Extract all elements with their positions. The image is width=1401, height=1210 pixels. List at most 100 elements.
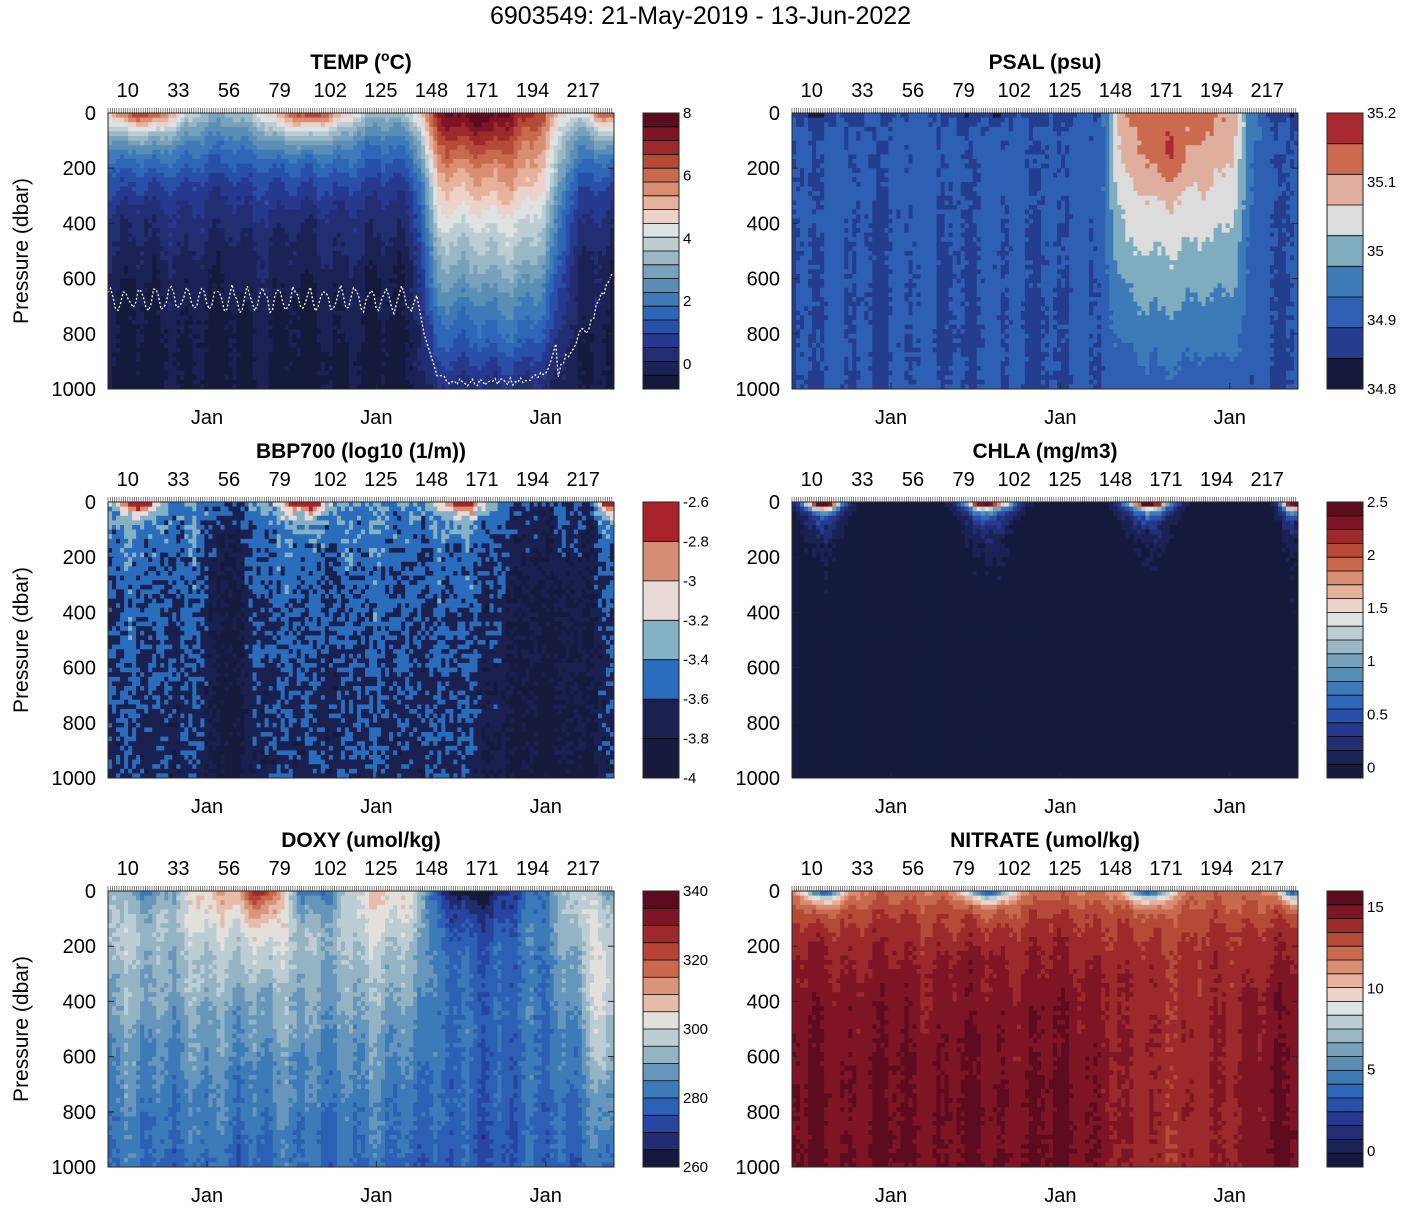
heatmap-cell	[300, 200, 306, 206]
heatmap-cell	[324, 159, 330, 165]
heatmap-cell	[312, 269, 318, 275]
heatmap-cell	[328, 384, 334, 389]
heatmap-cell	[244, 200, 250, 206]
heatmap-cell	[256, 237, 262, 243]
heatmap-cell	[112, 241, 117, 247]
heatmap-cell	[204, 223, 209, 229]
heatmap-cell	[276, 232, 282, 238]
heatmap-cell	[240, 237, 246, 243]
heatmap-cell	[409, 347, 414, 353]
heatmap-cell	[296, 159, 302, 165]
heatmap-cell	[220, 237, 226, 243]
heatmap-cell	[200, 117, 205, 123]
heatmap-cell	[252, 117, 258, 123]
heatmap-cell	[292, 338, 298, 344]
heatmap-cell	[365, 361, 370, 367]
heatmap-cell	[232, 154, 238, 160]
heatmap-cell	[365, 301, 370, 307]
heatmap-cell	[389, 324, 394, 330]
heatmap-cell	[328, 297, 334, 303]
heatmap-cell	[361, 232, 366, 238]
heatmap-cell	[124, 366, 129, 372]
heatmap-cell	[196, 297, 201, 303]
heatmap-cell	[108, 117, 113, 123]
heatmap-cell	[409, 379, 414, 385]
heatmap-cell	[405, 301, 410, 307]
heatmap-cell	[433, 218, 438, 224]
heatmap-cell	[276, 269, 282, 275]
heatmap-cell	[140, 310, 145, 316]
heatmap-cell	[216, 274, 222, 280]
heatmap-cell	[184, 338, 189, 344]
heatmap-cell	[208, 310, 214, 316]
heatmap-cell	[373, 163, 378, 169]
heatmap-cell	[160, 228, 165, 234]
heatmap-cell	[344, 241, 350, 247]
heatmap-cell	[385, 186, 390, 192]
heatmap-cell	[401, 228, 406, 234]
heatmap-cell	[224, 379, 230, 385]
heatmap-cell	[417, 205, 422, 211]
heatmap-cell	[304, 283, 310, 289]
heatmap-cell	[192, 205, 197, 211]
heatmap-cell	[184, 375, 189, 381]
heatmap-cell	[320, 292, 326, 298]
heatmap-cell	[288, 136, 294, 142]
heatmap-cell	[176, 122, 181, 128]
heatmap-cell	[272, 214, 278, 220]
heatmap-cell	[240, 140, 246, 146]
heatmap-cell	[240, 255, 246, 261]
heatmap-cell	[356, 241, 362, 247]
heatmap-cell	[272, 140, 278, 146]
heatmap-cell	[264, 343, 270, 349]
heatmap-cell	[152, 306, 157, 312]
heatmap-cell	[176, 223, 181, 229]
heatmap-cell	[252, 191, 258, 197]
heatmap-cell	[208, 324, 214, 330]
heatmap-cell	[433, 200, 438, 206]
heatmap-cell	[401, 306, 406, 312]
heatmap-cell	[385, 320, 390, 326]
heatmap-cell	[256, 292, 262, 298]
heatmap-cell	[224, 269, 230, 275]
heatmap-cell	[393, 131, 398, 137]
heatmap-cell	[417, 384, 422, 389]
heatmap-cell	[180, 329, 185, 335]
heatmap-cell	[152, 255, 157, 261]
heatmap-cell	[308, 228, 314, 234]
heatmap-cell	[296, 329, 302, 335]
heatmap-cell	[348, 209, 354, 215]
heatmap-cell	[112, 384, 117, 389]
heatmap-cell	[228, 145, 234, 151]
heatmap-cell	[172, 163, 177, 169]
heatmap-cell	[204, 228, 209, 234]
heatmap-cell	[108, 333, 113, 339]
heatmap-cell	[196, 159, 201, 165]
heatmap-cell	[160, 241, 165, 247]
heatmap-cell	[120, 136, 125, 142]
heatmap-cell	[124, 140, 129, 146]
heatmap-cell	[421, 186, 426, 192]
heatmap-cell	[108, 352, 113, 358]
heatmap-cell	[421, 117, 426, 123]
heatmap-cell	[124, 356, 129, 362]
heatmap-cell	[300, 122, 306, 128]
heatmap-cell	[393, 177, 398, 183]
heatmap-cell	[373, 315, 378, 321]
heatmap-cell	[116, 283, 121, 289]
heatmap-cell	[312, 145, 318, 151]
heatmap-cell	[352, 186, 358, 192]
heatmap-cell	[365, 329, 370, 335]
heatmap-cell	[288, 172, 294, 178]
heatmap-cell	[204, 172, 209, 178]
heatmap-cell	[116, 200, 121, 206]
heatmap-cell	[429, 370, 434, 376]
heatmap-cell	[120, 131, 125, 137]
heatmap-cell	[152, 241, 157, 247]
heatmap-cell	[340, 209, 346, 215]
heatmap-cell	[132, 205, 137, 211]
heatmap-cell	[164, 338, 169, 344]
heatmap-cell	[120, 384, 125, 389]
heatmap-cell	[377, 278, 382, 284]
heatmap-cell	[140, 163, 145, 169]
